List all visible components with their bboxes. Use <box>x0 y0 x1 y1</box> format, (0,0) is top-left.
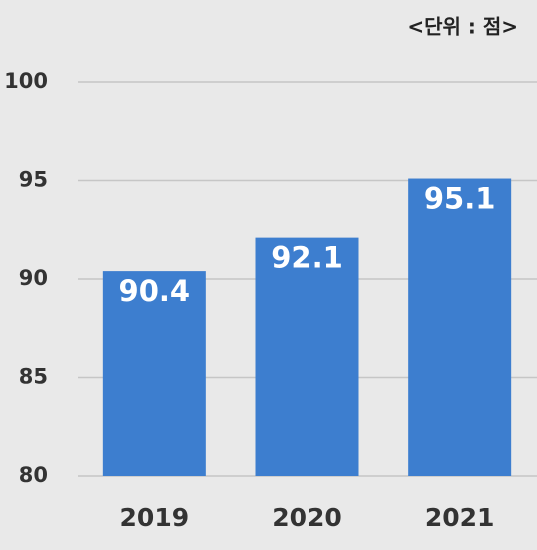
y-tick-label: 95 <box>19 168 48 192</box>
bar <box>255 237 359 476</box>
bar <box>408 178 512 476</box>
x-tick-label: 2020 <box>272 503 342 532</box>
value-label: 92.1 <box>271 241 343 275</box>
bar <box>102 271 206 476</box>
unit-label: <단위 : 점> <box>407 15 518 39</box>
y-tick-label: 100 <box>4 69 48 93</box>
y-tick-label: 85 <box>19 365 48 389</box>
value-label: 90.4 <box>119 274 191 308</box>
value-label: 95.1 <box>424 182 496 216</box>
x-tick-label: 2019 <box>120 503 190 532</box>
y-tick-label: 90 <box>19 266 48 290</box>
y-tick-label: 80 <box>19 463 48 487</box>
x-tick-label: 2021 <box>425 503 495 532</box>
